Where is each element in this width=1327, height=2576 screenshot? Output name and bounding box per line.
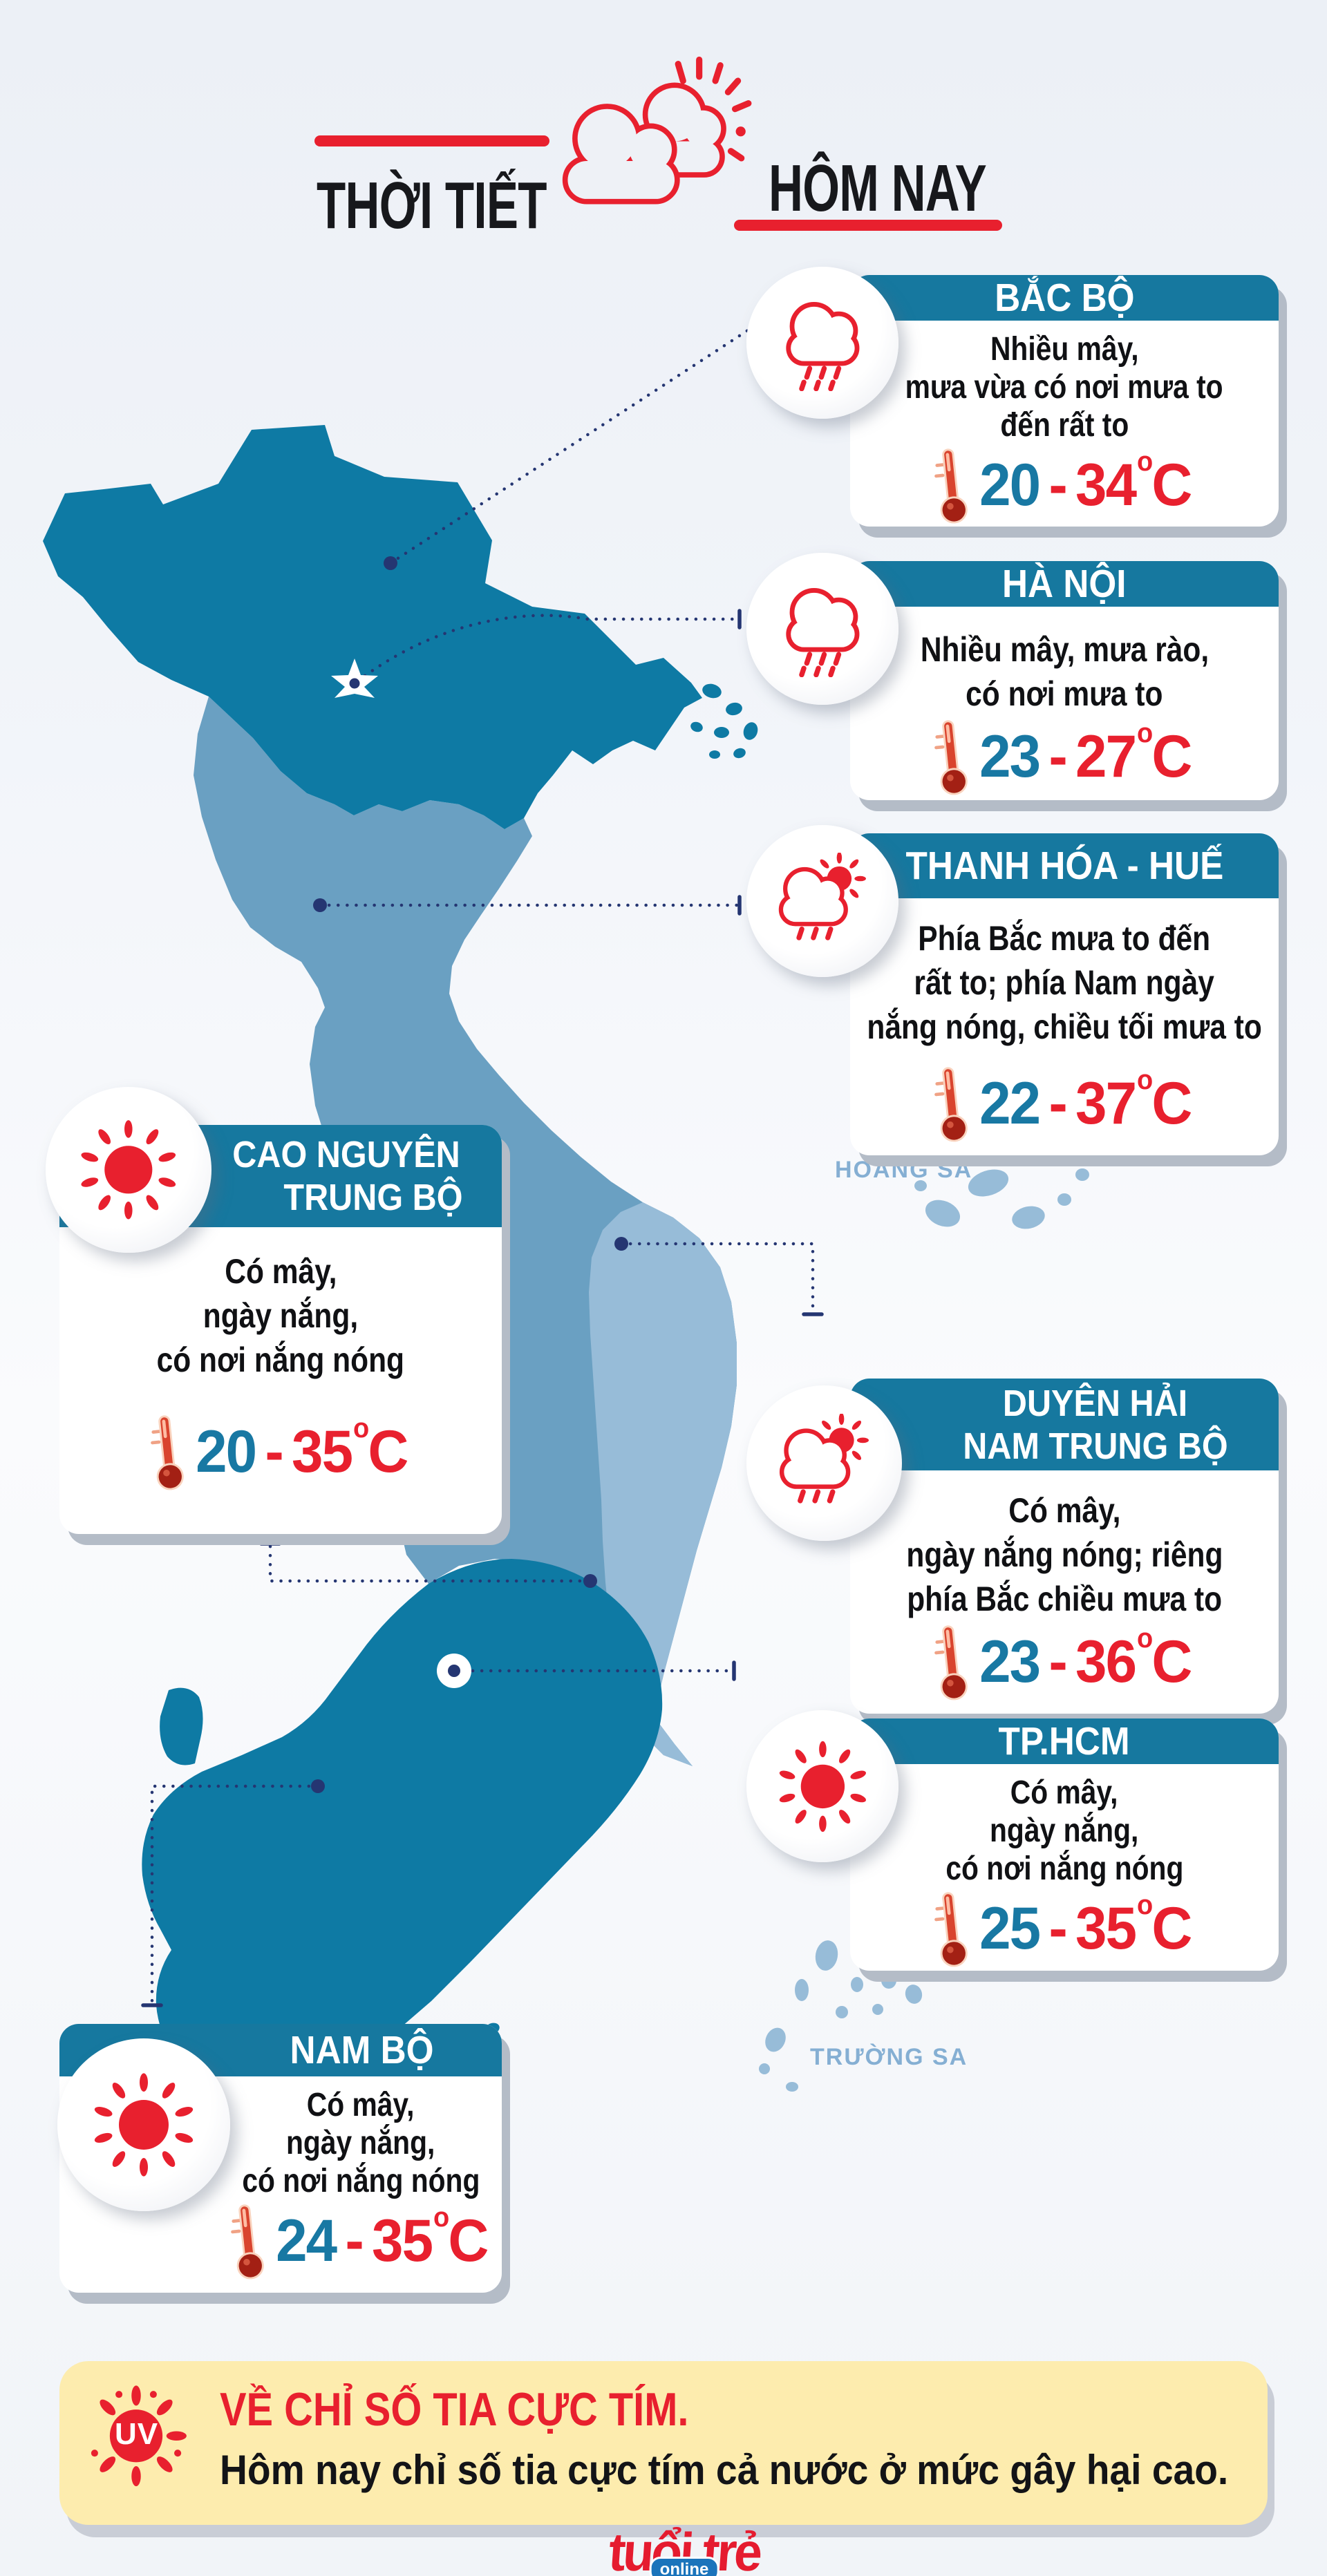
temp-range: 20-35 o C: [149, 1411, 413, 1493]
sun-cloud-rain-icon: [774, 853, 872, 950]
thermometer-icon: [932, 1063, 970, 1144]
icon-circle: [57, 2038, 230, 2211]
weather-card-tp-hcm: TP.HCM Có mây, ngày nắng, có nơi nắng nó…: [746, 1710, 1279, 1971]
thermometer-icon: [229, 2200, 266, 2282]
card-title-duyen-hai: DUYÊN HẢI NAM TRUNG BỘ: [850, 1379, 1279, 1470]
card-title-tp-hcm: TP.HCM: [850, 1718, 1279, 1764]
header-rule-right: [734, 220, 1002, 231]
connector-ha-noi: [363, 614, 739, 678]
weather-card-nam-bo: NAM BỘ Có mây, ngày nắng, có nơi nắng nó…: [57, 2024, 502, 2293]
card-title-ha-noi: HÀ NỘI: [850, 561, 1279, 607]
card-desc: Nhiều mây, mưa vừa có nơi mưa to đến rất…: [905, 331, 1224, 444]
card-desc: Có mây, ngày nắng, có nơi nắng nóng: [156, 1252, 405, 1379]
card-title-bac-bo: BẮC BỘ: [850, 275, 1279, 321]
card-body: Nhiều mây, mưa vừa có nơi mưa to đến rất…: [850, 321, 1279, 537]
card-title-thanh-hoa-hue: THANH HÓA - HUẾ: [850, 833, 1279, 898]
icon-circle: [746, 267, 898, 419]
tuoi-tre-logo: tuổi trẻ online: [574, 2521, 795, 2576]
sun-icon: [75, 1117, 182, 1223]
uv-text: Hôm nay chỉ số tia cực tím cả nước ở mức…: [220, 2447, 1229, 2493]
weather-card-cao-nguyen-trung-bo: CAO NGUYÊN TRUNG BỘ Có mây, ngày nắng, c…: [46, 1087, 502, 1534]
logo-online-badge: online: [649, 2557, 719, 2576]
temp-range: 24-35 o C: [229, 2200, 493, 2282]
icon-circle: [746, 553, 898, 705]
temp-range: 20-34 o C: [932, 444, 1197, 526]
card-body: Có mây, ngày nắng nóng; riêng phía Bắc c…: [850, 1470, 1279, 1714]
icon-circle: [746, 825, 898, 977]
northeast-islands: [690, 683, 758, 759]
weather-card-bac-bo: BẮC BỘ Nhiều mây, mưa vừa có nơi mưa to …: [746, 267, 1279, 527]
connector-cao-nguyen: [268, 1544, 587, 1583]
card-desc: Có mây, ngày nắng, có nơi nắng nóng: [945, 1774, 1184, 1887]
card-desc: Có mây, ngày nắng nóng; riêng phía Bắc c…: [905, 1491, 1223, 1618]
sun-cloud-icon: [549, 55, 753, 228]
sun-icon: [774, 1738, 872, 1835]
map-markers: [311, 556, 628, 1793]
thermometer-icon: [932, 716, 970, 797]
map-region-south: [142, 1559, 663, 2089]
uv-label: UV: [115, 2417, 159, 2451]
header-rule-left: [314, 135, 549, 146]
connector-lines: [141, 310, 824, 2007]
truong-sa-islands: [759, 1940, 923, 2092]
uv-title: VỀ CHỈ SỐ TIA CỰC TÍM.: [220, 2383, 689, 2436]
uv-index-panel: [59, 2361, 1268, 2525]
page-title-left: THỜI TIẾT: [317, 169, 547, 243]
thermometer-icon: [149, 1411, 186, 1493]
icon-circle: [746, 1385, 902, 1541]
hoang-sa-label: HOÀNG SA: [835, 1157, 972, 1183]
rain-cloud-icon: [774, 580, 872, 678]
thermometer-icon: [932, 1621, 970, 1703]
card-desc: Nhiều mây, mưa rào, có nơi mưa to: [920, 630, 1209, 713]
temp-range: 22-37 o C: [932, 1063, 1197, 1144]
card-body: Phía Bắc mưa to đến rất to; phía Nam ngà…: [850, 898, 1279, 1155]
rain-cloud-icon: [774, 294, 872, 392]
phu-quoc-island: [160, 1687, 203, 1765]
map-region-north: [43, 425, 702, 829]
temp-range: 25-35 o C: [932, 1888, 1197, 1969]
card-body: Nhiều mây, mưa rào, có nơi mưa to 23-27 o…: [850, 607, 1279, 808]
weather-card-ha-noi: HÀ NỘI Nhiều mây, mưa rào, có nơi mưa to…: [746, 553, 1279, 800]
card-body: Có mây, ngày nắng, có nơi nắng nóng 25-3…: [850, 1764, 1279, 1980]
sun-icon: [88, 2070, 199, 2180]
weather-card-thanh-hoa-hue: THANH HÓA - HUẾ Phía Bắc mưa to đến rất …: [746, 825, 1279, 1155]
temp-range: 23-27 o C: [932, 716, 1197, 797]
icon-circle: [746, 1710, 898, 1862]
thermometer-icon: [932, 1888, 970, 1969]
connector-nam-bo: [150, 1784, 320, 2005]
connector-duyen-hai: [619, 1242, 815, 1314]
thermometer-icon: [932, 444, 970, 526]
sun-cloud-rain-icon: [775, 1414, 874, 1513]
card-desc: Phía Bắc mưa to đến rất to; phía Nam ngà…: [867, 919, 1262, 1046]
icon-circle: [46, 1087, 211, 1253]
card-body: Có mây, ngày nắng, có nơi nắng nóng 20-3…: [59, 1227, 502, 1534]
page-title-right: HÔM NAY: [769, 151, 987, 225]
weather-card-duyen-hai-nam-trung-bo: DUYÊN HẢI NAM TRUNG BỘ Có mây, ngày nắng…: [746, 1379, 1279, 1714]
card-desc: Có mây, ngày nắng, có nơi nắng nóng: [241, 2087, 480, 2199]
card-body: Có mây, ngày nắng, có nơi nắng nóng 24-3…: [59, 2076, 502, 2293]
truong-sa-label: TRƯỜNG SA: [810, 2044, 968, 2070]
temp-range: 23-36 o C: [932, 1621, 1197, 1703]
